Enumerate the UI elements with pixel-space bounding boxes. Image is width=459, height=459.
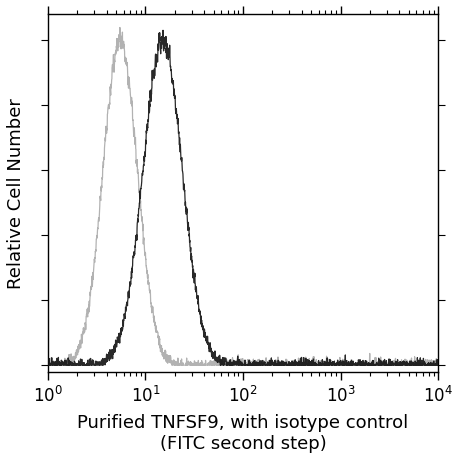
Y-axis label: Relative Cell Number: Relative Cell Number <box>7 98 25 289</box>
X-axis label: Purified TNFSF9, with isotype control
(FITC second step): Purified TNFSF9, with isotype control (F… <box>77 414 408 452</box>
